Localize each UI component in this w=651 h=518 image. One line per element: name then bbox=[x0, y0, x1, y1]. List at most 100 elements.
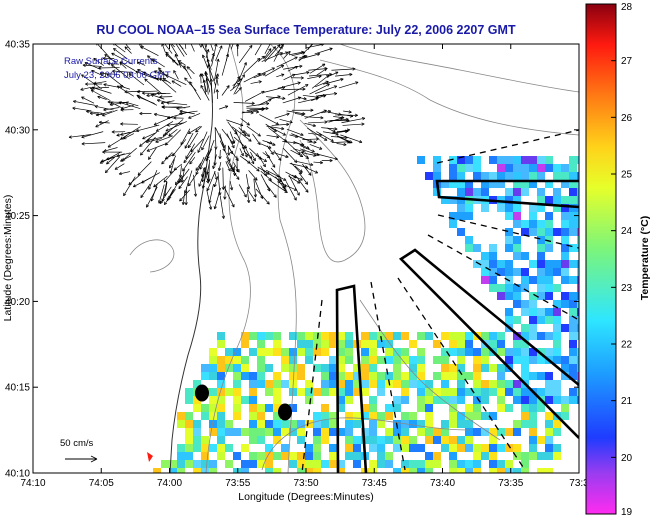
current-vector bbox=[165, 74, 187, 85]
sst-cell bbox=[529, 332, 537, 340]
sst-cell bbox=[521, 180, 529, 188]
sst-cell bbox=[249, 420, 257, 428]
sst-cell bbox=[465, 332, 473, 340]
sst-cell bbox=[401, 468, 409, 473]
colorbar-tick-label: 22 bbox=[621, 340, 633, 351]
current-vector bbox=[146, 93, 157, 97]
buoy-marker bbox=[278, 403, 292, 421]
sst-cell bbox=[465, 188, 473, 196]
current-vector bbox=[184, 187, 188, 206]
sst-cell bbox=[313, 364, 321, 372]
sst-cell bbox=[569, 244, 577, 252]
sst-cell bbox=[385, 348, 393, 356]
sst-cell bbox=[441, 348, 449, 356]
current-vector bbox=[288, 175, 300, 196]
sst-cell bbox=[513, 444, 521, 452]
current-vector bbox=[195, 156, 205, 175]
current-vector bbox=[120, 104, 134, 110]
sst-cell bbox=[425, 468, 433, 473]
sst-cell bbox=[265, 468, 273, 473]
sst-cell bbox=[353, 444, 361, 452]
sst-cell bbox=[417, 156, 425, 164]
sst-cell bbox=[473, 396, 481, 404]
current-vector bbox=[221, 167, 225, 190]
sst-cell bbox=[545, 212, 553, 220]
sst-cell bbox=[289, 420, 297, 428]
sst-cell bbox=[537, 260, 545, 268]
sst-cell bbox=[217, 340, 225, 348]
sst-cell bbox=[537, 452, 545, 460]
current-vector bbox=[281, 87, 306, 91]
sst-cell bbox=[529, 428, 537, 436]
sst-cell bbox=[289, 404, 297, 412]
current-vector bbox=[327, 111, 342, 116]
sst-cell bbox=[449, 436, 457, 444]
current-vector bbox=[170, 44, 179, 57]
sst-cell bbox=[513, 284, 521, 292]
current-vector bbox=[93, 57, 104, 66]
sst-cell bbox=[553, 196, 561, 204]
sst-cell bbox=[457, 172, 465, 180]
sst-cell bbox=[465, 460, 473, 468]
sst-cell bbox=[377, 356, 385, 364]
sst-cell bbox=[273, 348, 281, 356]
sst-cell bbox=[545, 236, 553, 244]
sst-cell bbox=[577, 300, 579, 308]
current-vector bbox=[246, 187, 251, 204]
sst-cell bbox=[521, 220, 529, 228]
current-vector bbox=[308, 132, 323, 137]
sst-cell bbox=[385, 428, 393, 436]
sst-cell bbox=[457, 420, 465, 428]
sst-cell bbox=[473, 372, 481, 380]
sst-cell bbox=[561, 228, 569, 236]
current-vector bbox=[139, 111, 152, 116]
current-vector bbox=[327, 71, 339, 78]
sst-cell bbox=[529, 396, 537, 404]
sst-cell bbox=[361, 404, 369, 412]
sst-cell bbox=[377, 340, 385, 348]
sst-cell bbox=[521, 252, 529, 260]
sst-cell bbox=[377, 388, 385, 396]
sst-cell bbox=[289, 372, 297, 380]
sst-cell bbox=[529, 436, 537, 444]
current-vector bbox=[299, 54, 308, 59]
sst-cell bbox=[241, 340, 249, 348]
sst-cell bbox=[265, 460, 273, 468]
sst-cell bbox=[265, 348, 273, 356]
sst-cell bbox=[361, 428, 369, 436]
sst-cell bbox=[281, 364, 289, 372]
current-vector bbox=[218, 149, 222, 160]
current-vector bbox=[154, 70, 168, 77]
current-vector bbox=[267, 142, 276, 146]
dashed-transect bbox=[437, 214, 579, 249]
current-vector bbox=[258, 98, 272, 106]
current-vector bbox=[205, 49, 210, 59]
sst-cell bbox=[545, 380, 553, 388]
sst-cell bbox=[353, 452, 361, 460]
current-vector bbox=[168, 128, 178, 137]
current-vector bbox=[190, 44, 195, 52]
sst-cell bbox=[449, 420, 457, 428]
sst-cell bbox=[353, 388, 361, 396]
sst-cell bbox=[329, 356, 337, 364]
sst-cell bbox=[361, 356, 369, 364]
sst-cell bbox=[577, 308, 579, 316]
current-vector bbox=[263, 86, 286, 93]
sst-cell bbox=[513, 348, 521, 356]
sst-cell bbox=[513, 236, 521, 244]
sst-cell bbox=[233, 412, 241, 420]
sst-cell bbox=[217, 372, 225, 380]
sst-cell bbox=[345, 332, 353, 340]
current-vector bbox=[227, 145, 233, 155]
sst-cell bbox=[185, 452, 193, 460]
sst-cell bbox=[513, 244, 521, 252]
sst-cell bbox=[369, 396, 377, 404]
sst-cell bbox=[329, 380, 337, 388]
sst-cell bbox=[529, 228, 537, 236]
current-vector bbox=[103, 147, 118, 153]
sst-cell bbox=[249, 348, 257, 356]
sst-cell bbox=[465, 212, 473, 220]
sst-cell bbox=[529, 316, 537, 324]
sst-cell bbox=[201, 436, 209, 444]
current-vector bbox=[273, 150, 282, 161]
